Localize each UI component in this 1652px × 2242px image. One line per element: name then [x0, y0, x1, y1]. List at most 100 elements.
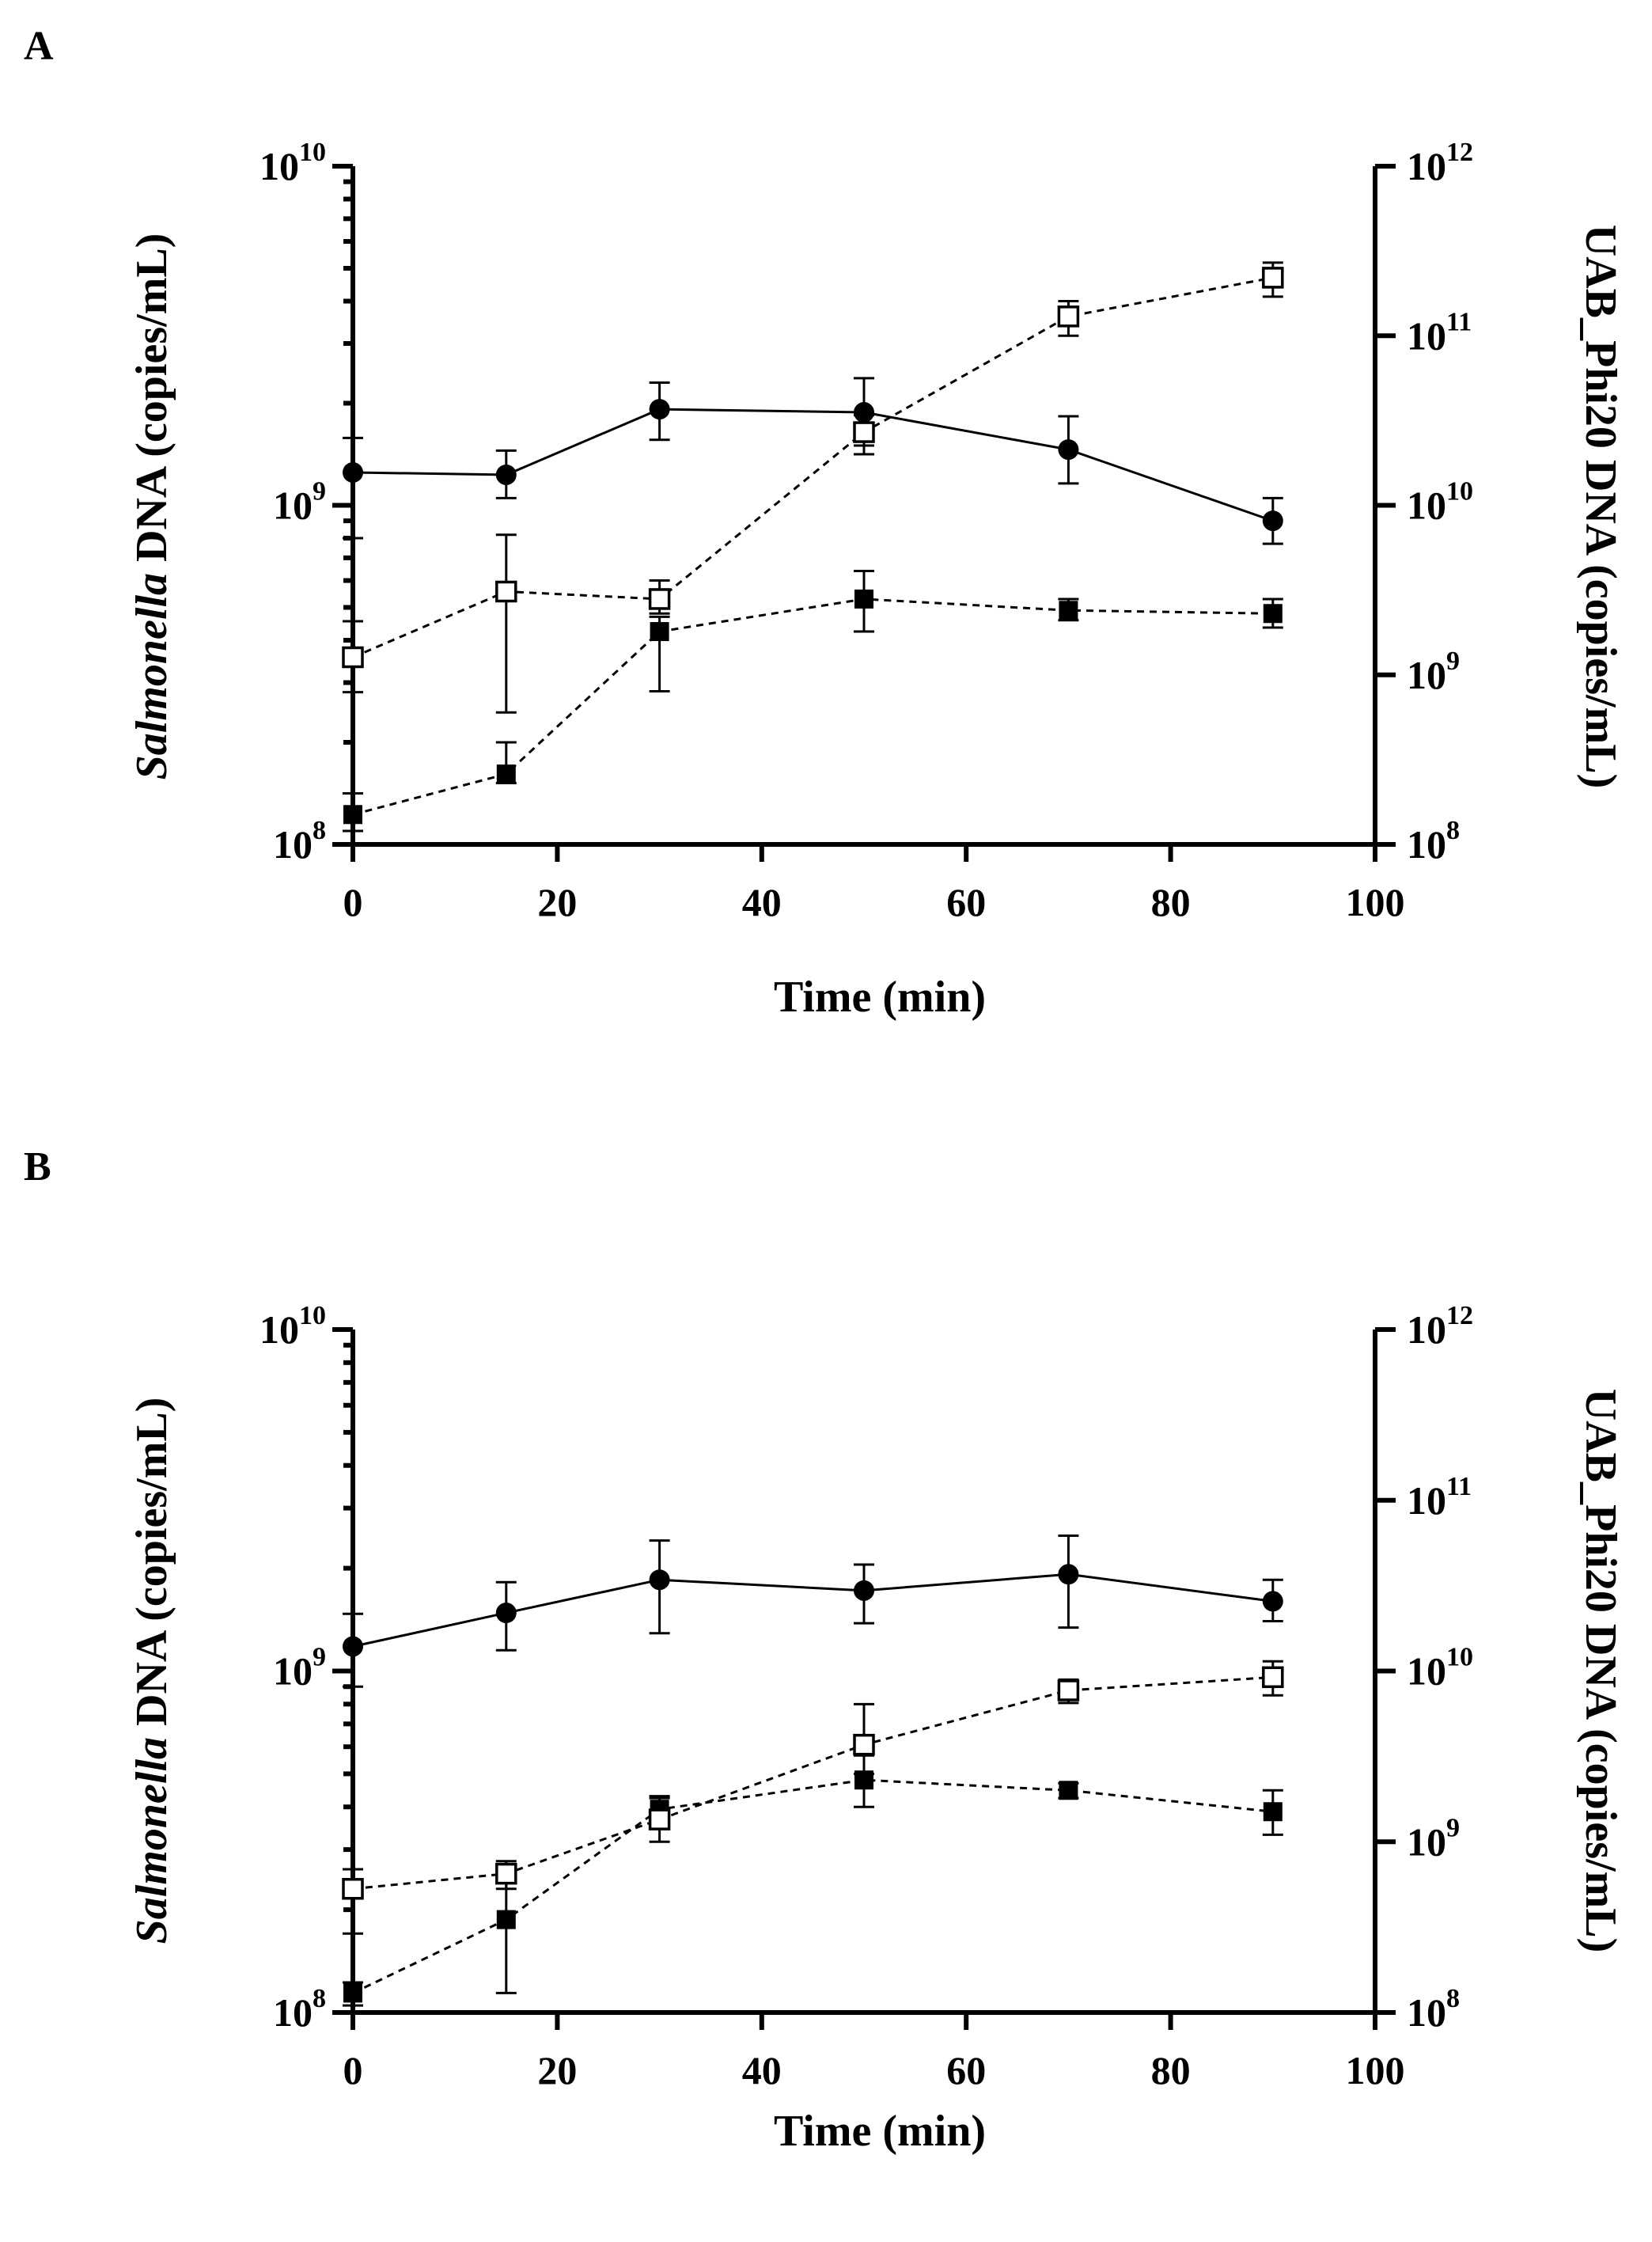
data-point-circle-a	[1262, 510, 1283, 532]
y-tick-label-left-a: 109	[273, 477, 326, 528]
x-tick-label-b: 80	[1151, 2048, 1191, 2092]
data-point-open-square-a	[342, 646, 364, 669]
x-tick-label-b: 40	[742, 2048, 782, 2092]
x-tick-label-a: 100	[1346, 880, 1405, 924]
data-point-circle-b	[343, 1636, 363, 1657]
data-point-open-square-b	[648, 1808, 671, 1830]
y-tick-label-right-a-exp: 8	[1446, 816, 1460, 845]
y-tick-label-right-b-base: 10	[1407, 1819, 1446, 1864]
y-tick-label-right-b-exp: 10	[1446, 1643, 1473, 1672]
data-point-circle-a	[854, 402, 874, 423]
series-line-2-a	[352, 276, 1274, 658]
x-tick-label-b: 0	[343, 2048, 363, 2092]
y-tick-label-right-a-exp: 12	[1446, 138, 1473, 167]
y-tick-label-left-a-base: 10	[260, 144, 299, 188]
y-tick-label-right-b-base: 10	[1407, 1649, 1446, 1694]
y-axis-left-title-italic-b: Salmonella	[127, 1737, 176, 1944]
y-tick-label-left-b-base: 10	[260, 1307, 299, 1352]
y-tick-label-right-b: 1010	[1407, 1643, 1473, 1694]
y-tick-label-right-a: 108	[1407, 816, 1460, 867]
x-tick-label-b: 100	[1346, 2048, 1405, 2092]
data-point-circle-b	[495, 1603, 517, 1624]
data-point-filled-square-b	[496, 1910, 516, 1929]
data-point-filled-square-a	[496, 764, 516, 784]
y-axis-left-title-italic-a: Salmonella	[127, 573, 176, 780]
data-point-circle-b	[649, 1569, 670, 1591]
y-tick-label-right-a-exp: 10	[1446, 477, 1473, 506]
y-tick-label-right-b-base: 10	[1407, 1478, 1446, 1523]
y-axis-right-title-a: UAB_Phi20 DNA (copies/mL)	[1576, 225, 1625, 788]
y-tick-label-right-a-base: 10	[1407, 484, 1446, 528]
y-axis-right-title-b: UAB_Phi20 DNA (copies/mL)	[1576, 1389, 1625, 1952]
data-point-open-square-a	[648, 588, 671, 610]
x-tick-label-a: 40	[742, 880, 782, 924]
y-tick-label-left-a: 1010	[260, 138, 326, 188]
series-line-1-a	[352, 597, 1273, 816]
x-tick-label-a: 20	[537, 880, 577, 924]
series-2-b	[342, 1660, 1284, 1935]
y-tick-label-left-a: 108	[273, 816, 326, 867]
x-tick-label-a: 0	[343, 880, 363, 924]
series-1-b	[343, 1754, 1283, 2007]
y-tick-label-right-a-exp: 11	[1446, 307, 1472, 336]
series-line-0-b	[352, 1572, 1273, 1648]
y-tick-label-left-b-exp: 10	[299, 1301, 326, 1330]
y-tick-label-right-b-exp: 9	[1446, 1813, 1460, 1842]
y-tick-label-right-a-exp: 9	[1446, 647, 1460, 676]
data-point-open-square-b	[1262, 1666, 1284, 1689]
x-tick-label-a: 60	[946, 880, 986, 924]
y-tick-label-right-b-base: 10	[1407, 1990, 1446, 2035]
data-point-open-square-a	[853, 421, 875, 443]
y-tick-label-right-b-base: 10	[1407, 1307, 1446, 1352]
data-point-filled-square-a	[650, 622, 669, 642]
y-tick-label-left-a-exp: 8	[313, 816, 326, 845]
data-point-filled-square-a	[1059, 601, 1078, 620]
series-0-a	[343, 377, 1283, 545]
data-point-open-square-a	[495, 580, 517, 603]
y-axis-left-title-b: Salmonella DNA (copies/mL)	[127, 1398, 176, 1944]
y-tick-label-left-b-exp: 9	[313, 1643, 326, 1672]
data-point-open-square-b	[853, 1733, 875, 1756]
y-tick-label-right-a-base: 10	[1407, 822, 1446, 867]
y-tick-label-right-b: 1012	[1407, 1301, 1473, 1352]
chart-b: B 0 20 40 60 80 10010810910101081091010101110…	[24, 1144, 1625, 2156]
y-tick-label-right-a-base: 10	[1407, 144, 1446, 188]
y-tick-label-left-b-exp: 8	[313, 1984, 326, 2013]
y-axis-left-title-rest-b: DNA (copies/mL)	[127, 1398, 176, 1737]
x-tick-label-b: 20	[537, 2048, 577, 2092]
y-tick-label-right-b: 1011	[1407, 1472, 1472, 1523]
y-axis-left-title-rest-a: DNA (copies/mL)	[127, 233, 176, 573]
series-b	[342, 1534, 1284, 2007]
data-point-circle-a	[1058, 439, 1079, 461]
y-tick-label-left-b: 1010	[260, 1301, 326, 1352]
series-line-1-b	[352, 1778, 1273, 1994]
data-point-circle-b	[1058, 1564, 1079, 1585]
y-tick-label-right-b-exp: 8	[1446, 1984, 1460, 2013]
y-tick-label-right-a: 1011	[1407, 307, 1472, 358]
data-point-filled-square-a	[1263, 604, 1283, 624]
y-tick-label-right-b-exp: 12	[1446, 1301, 1473, 1330]
x-tick-label-b: 60	[946, 2048, 986, 2092]
series-line-2-b	[352, 1675, 1273, 1891]
data-point-open-square-b	[1057, 1679, 1080, 1701]
series-1-a	[343, 569, 1283, 833]
panel-b: B 0 20 40 60 80 100 108 109 1010 108 109 1010 1011 10…	[0, 1121, 1652, 2241]
y-tick-label-left-b-base: 10	[273, 1649, 313, 1694]
y-tick-label-left-a-base: 10	[273, 484, 313, 528]
y-tick-label-left-b: 109	[273, 1643, 326, 1694]
y-tick-label-right-a: 1012	[1407, 138, 1473, 188]
y-tick-label-right-a-base: 10	[1407, 313, 1446, 358]
y-tick-label-right-a: 109	[1407, 647, 1460, 697]
x-axis-title-b: Time (min)	[774, 2107, 986, 2156]
data-point-filled-square-b	[343, 1983, 362, 2003]
series-a	[342, 261, 1284, 833]
series-line-0-a	[352, 408, 1274, 522]
data-point-filled-square-b	[1059, 1781, 1078, 1800]
panel-label-a: A	[24, 24, 54, 69]
y-tick-label-right-b-exp: 11	[1446, 1472, 1472, 1501]
panel-label-b: B	[24, 1144, 51, 1189]
series-2-a	[342, 261, 1284, 714]
data-point-open-square-a	[1262, 267, 1284, 289]
data-point-filled-square-a	[343, 805, 362, 825]
